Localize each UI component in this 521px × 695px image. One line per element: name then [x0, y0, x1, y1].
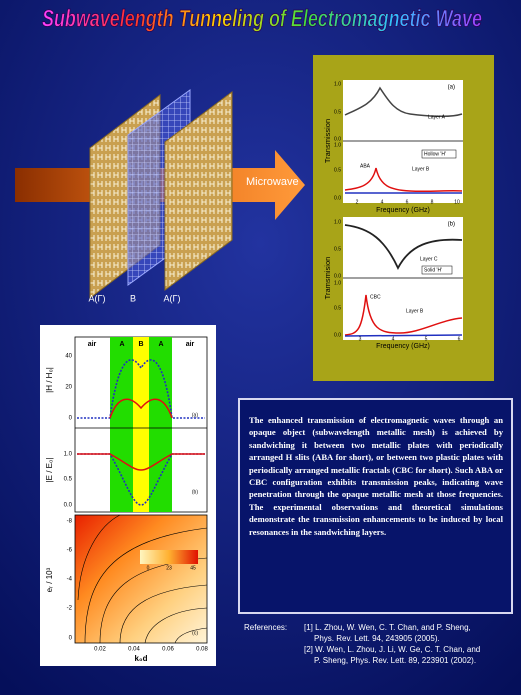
x-tick-label: 8 [431, 199, 434, 205]
plate-label: A(Γ) [89, 293, 106, 303]
y-tick-label: -4 [67, 577, 73, 583]
plate-label: B [130, 293, 136, 303]
region-label: air [88, 341, 97, 348]
figure-right: (a) Transmission Frequency (GHz) 1.0 0.5… [313, 55, 494, 381]
panel-label: (b) [192, 489, 198, 495]
x-tick-label: 2 [356, 199, 359, 205]
x-tick-label: 4 [392, 336, 395, 342]
x-label: Frequency (GHz) [376, 207, 430, 214]
plot-a [343, 80, 463, 203]
region-label: B [138, 341, 143, 348]
y-tick-label: 0.5 [64, 477, 73, 483]
x-tick-label: 10 [454, 199, 460, 205]
y-tick-label: -8 [67, 519, 73, 525]
x-tick-label: 0.06 [162, 647, 174, 653]
y-tick-label: 0.5 [334, 167, 341, 173]
x-tick-label: 3 [359, 336, 362, 342]
y-tick-label: 1.0 [334, 81, 341, 87]
y-tick-label: 1.0 [334, 142, 341, 148]
y-label: Transmission [323, 119, 332, 163]
reference-line: [1] L. Zhou, W. Wen, C. T. Chan, and P. … [304, 623, 471, 632]
y-tick-label: 40 [65, 354, 72, 360]
y-tick-label: -2 [67, 606, 73, 612]
y-label: |H / H₀| [45, 367, 54, 393]
y-tick-label: 0.0 [334, 136, 341, 142]
y-tick-label: 1.0 [334, 219, 341, 225]
y-tick-label: 0 [69, 416, 73, 422]
annotation: Solid 'H' [424, 267, 442, 273]
plot-b [343, 217, 463, 340]
y-tick-label: 0.0 [334, 195, 341, 201]
annotation: ABA [360, 163, 371, 169]
panel-label: (c) [192, 630, 198, 636]
diagram: Microwave A(Γ) B A(Γ) [15, 89, 305, 303]
x-tick-label: 6 [406, 199, 409, 205]
figure-left: air A B A air (a) |H / H₀| 40 20 0 (b) |… [40, 325, 216, 666]
panel-label: (a) [192, 412, 198, 418]
x-tick-label: 0.04 [128, 647, 140, 653]
y-tick-label: 0.0 [64, 503, 73, 509]
reference-line: P. Sheng, Phys. Rev. Lett. 89, 223901 (2… [314, 656, 477, 665]
plate-label: A(Γ) [164, 293, 181, 303]
x-tick-label: 5 [425, 336, 428, 342]
annotation: Layer B [406, 308, 424, 314]
x-tick-label: 4 [381, 199, 384, 205]
references-heading: References: [244, 623, 288, 632]
annotation: Hollow 'H' [424, 151, 446, 157]
colorbar-tick-label: 45 [190, 565, 196, 571]
y-label: |E / E₀| [45, 458, 54, 483]
y-tick-label: -6 [67, 548, 73, 554]
x-tick-label: 0.02 [94, 647, 106, 653]
annotation: Layer C [420, 256, 438, 262]
panel-label: (b) [448, 222, 455, 228]
plate-a-right [164, 91, 233, 291]
colorbar-tick-label: 0 [147, 565, 150, 571]
region-label: A [158, 341, 163, 348]
y-label: Tramsmision [323, 257, 332, 300]
reference-line: [2] W. Wen, L. Zhou, J. Li, W. Ge, C. T.… [304, 645, 481, 654]
colorbar [140, 550, 198, 564]
y-tick-label: 1.0 [334, 280, 341, 286]
annotation: Layer B [412, 166, 430, 172]
y-tick-label: 0.0 [334, 273, 341, 279]
reference-line: Phys. Rev. Lett. 94, 243905 (2005). [314, 634, 440, 643]
colorbar-tick-label: 23 [166, 565, 172, 571]
region-label: A [119, 341, 124, 348]
x-label: k₀d [135, 654, 148, 663]
x-label: Frequency (GHz) [376, 343, 430, 350]
region-label: air [186, 341, 195, 348]
y-tick-label: 1.0 [64, 452, 73, 458]
y-tick-label: 0.5 [334, 109, 341, 115]
annotation: CBC [370, 294, 381, 300]
y-tick-label: 0.5 [334, 246, 341, 252]
x-tick-label: 0.08 [196, 647, 208, 653]
abstract: The enhanced transmission of electromagn… [238, 398, 513, 614]
arrow-label: Microwave [246, 176, 299, 188]
y-label: eᵣ / 10³ [45, 567, 54, 592]
x-tick-label: 6 [458, 336, 461, 342]
y-tick-label: 0.5 [334, 305, 341, 311]
y-tick-label: 0 [69, 636, 73, 642]
y-tick-label: 20 [65, 385, 72, 391]
annotation: Layer A [428, 114, 446, 120]
title: Subwavelength Tunneling of Electromagnet… [42, 5, 482, 32]
y-tick-label: 0.0 [334, 332, 341, 338]
panel-label: (a) [448, 85, 455, 91]
